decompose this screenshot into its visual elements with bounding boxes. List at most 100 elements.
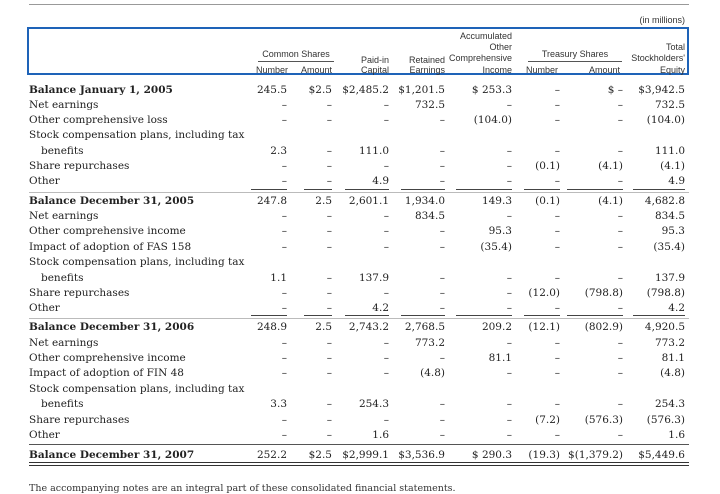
table-cell: – [439,287,445,299]
table-cell: (4.8) [660,367,685,379]
table-cell: (35.4) [653,241,685,253]
table-cell: – [326,367,332,379]
table-row: Stock compensation plans, including tax [29,255,691,271]
table-cell: – [326,210,332,222]
table-cell: – [326,287,332,299]
table-cell: – [439,241,445,253]
table-cell: 254.3 [358,398,389,410]
table-cell: (0.1) [535,195,560,207]
table-cell: 732.5 [414,99,445,111]
table-cell: $2,485.2 [342,84,389,96]
subtotal-rule [524,189,560,190]
final-double-rule [29,462,689,466]
table-cell: – [326,145,332,157]
table-cell: – [506,210,512,222]
table-cell: – [281,302,287,314]
table-row: Other – – 1.6 – – – – 1.6 [29,428,691,444]
table-row: Balance December 31, 2007 252.2 $2.5 $2,999… [29,448,691,464]
table-row: benefits 1.1 – 137.9 – – – – 137.9 [29,271,691,287]
table-cell: (576.3) [646,414,685,426]
subtotal-rule [345,189,389,190]
table-cell: – [439,352,445,364]
table-cell: – [281,225,287,237]
table-cell: – [506,398,512,410]
subtotal-rule [401,315,445,316]
table-cell: – [554,429,560,441]
table-cell: 834.5 [414,210,445,222]
table-cell: – [506,429,512,441]
table-cell: 4.9 [668,175,685,187]
table-cell: – [617,398,623,410]
table-cell: 111.0 [654,145,685,157]
units-note: (in millions) [639,15,685,25]
subtotal-rule [524,315,560,316]
table-cell: – [617,367,623,379]
table-cell: – [326,337,332,349]
table-cell: – [281,337,287,349]
header-aoci-line3: Comprehensive [448,53,512,63]
table-cell: 4,920.5 [644,321,685,333]
table-cell: – [554,241,560,253]
table-cell: $ 290.3 [471,449,512,461]
row-label: Balance December 31, 2005 [29,195,195,207]
row-label: Impact of adoption of FIN 48 [29,367,184,379]
table-cell: $2.5 [308,84,332,96]
table-cell: 2,768.5 [404,321,445,333]
row-label: Stock compensation plans, including tax [29,129,245,141]
table-cell: $2.5 [308,449,332,461]
row-label: Share repurchases [29,160,130,172]
table-row: Net earnings – – – 773.2 – – – 773.2 [29,336,691,352]
table-cell: 4.2 [668,302,685,314]
header-retained-line1: Retained [408,55,445,65]
table-cell: – [439,272,445,284]
table-cell: (4.8) [420,367,445,379]
table-cell: 137.9 [358,272,389,284]
header-total-line2: Stockholders' [631,53,685,63]
table-cell: – [326,414,332,426]
table-cell: – [506,302,512,314]
table-cell: $2,999.1 [342,449,389,461]
header-total-line3: Equity [659,65,685,75]
table-cell: – [554,99,560,111]
header-common-number: Number [255,65,288,75]
table-cell: 137.9 [654,272,685,284]
table-cell: – [506,99,512,111]
header-treasury-amount: Amount [588,65,620,75]
table-cell: – [281,114,287,126]
table-row: Balance December 31, 2005 247.8 2.5 2,601.1… [29,194,691,210]
footnote: The accompanying notes are an integral p… [29,483,456,494]
row-label: Net earnings [29,210,99,222]
table-cell: 81.1 [488,352,512,364]
section-rule [29,318,689,319]
table-cell: – [439,414,445,426]
subtotal-rule [251,189,287,190]
table-cell: (104.0) [473,114,512,126]
table-cell: – [617,114,623,126]
table-cell: – [326,99,332,111]
table-cell: – [383,337,389,349]
table-cell: – [554,352,560,364]
row-label: Other comprehensive income [29,352,186,364]
table-cell: – [554,175,560,187]
header-aoci-line2: Other [489,42,512,52]
table-cell: – [617,337,623,349]
table-cell: – [281,175,287,187]
row-label: Impact of adoption of FAS 158 [29,241,192,253]
table-cell: (7.2) [535,414,560,426]
table-row: Other comprehensive income – – – – 95.3 – – 95.3 [29,224,691,240]
table-cell: 732.5 [654,99,685,111]
subtotal-rule [251,315,287,316]
table-cell: 149.3 [481,195,512,207]
table-row: benefits 3.3 – 254.3 – – – – 254.3 [29,397,691,413]
subtotal-rule [633,315,685,316]
table-cell: 773.2 [414,337,445,349]
table-cell: (4.1) [598,195,623,207]
subtotal-rule [304,189,332,190]
table-cell: – [617,145,623,157]
header-treasury-number: Number [525,65,558,75]
table-row: Impact of adoption of FIN 48 – – – (4.8) – – – (… [29,366,691,382]
table-cell: 1,934.0 [404,195,445,207]
table-cell: 254.3 [654,398,685,410]
table-row: Net earnings – – – 834.5 – – – 834.5 [29,209,691,225]
table-cell: – [326,175,332,187]
